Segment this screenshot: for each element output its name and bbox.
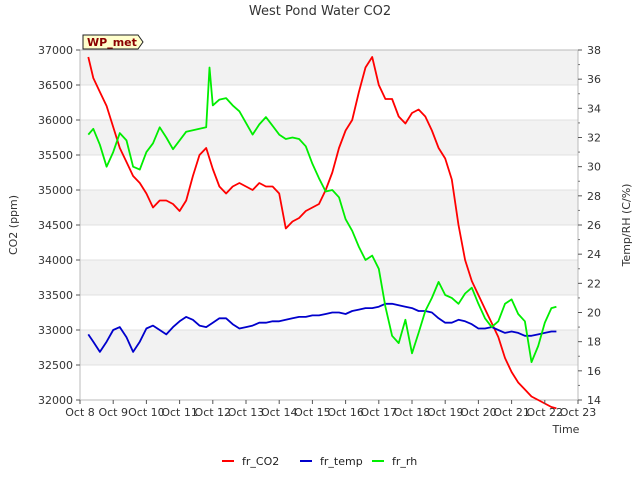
y2-tick-label: 24 bbox=[587, 248, 601, 261]
legend-label-fr_temp: fr_temp bbox=[320, 455, 363, 468]
series-line-fr_CO2 bbox=[87, 56, 557, 410]
y-tick-label: 32500 bbox=[38, 359, 73, 372]
x-tick-label: Oct 11 bbox=[161, 406, 198, 419]
y-tick-label: 33000 bbox=[38, 324, 73, 337]
x-tick-label: Oct 19 bbox=[427, 406, 464, 419]
x-tick-label: Oct 18 bbox=[394, 406, 431, 419]
y2-tick-label: 38 bbox=[587, 44, 601, 57]
y-tick-label: 33500 bbox=[38, 289, 73, 302]
x-tick-label: Oct 13 bbox=[228, 406, 265, 419]
y2-tick-label: 36 bbox=[587, 73, 601, 86]
chart-title: West Pond Water CO2 bbox=[249, 4, 391, 19]
y-axis-left: 32000 32500 33000 33500 34000 34500 35000 35500… bbox=[38, 44, 80, 407]
station-label-box: WP_met bbox=[82, 34, 144, 50]
legend-label-fr_rh: fr_rh bbox=[392, 455, 417, 468]
x-tick-label: Oct 8 bbox=[65, 406, 95, 419]
plot-band bbox=[80, 190, 578, 225]
plot-band bbox=[80, 50, 578, 85]
y-tick-label: 36000 bbox=[38, 114, 73, 127]
x-tick-label: Oct 14 bbox=[261, 406, 298, 419]
series-line-fr_temp bbox=[87, 302, 557, 353]
x-tick-label: Oct 10 bbox=[128, 406, 165, 419]
x-tick-label: Oct 16 bbox=[327, 406, 364, 419]
series-line-fr_rh bbox=[87, 66, 557, 363]
x-tick-label: Oct 23 bbox=[560, 406, 597, 419]
x-tick-label: Oct 17 bbox=[361, 406, 398, 419]
legend: fr_CO2 fr_temp fr_rh bbox=[222, 455, 417, 468]
y-tick-label: 34000 bbox=[38, 254, 73, 267]
station-label: WP_met bbox=[87, 36, 137, 49]
legend-label-fr_CO2: fr_CO2 bbox=[242, 455, 279, 468]
y2-tick-label: 14 bbox=[587, 394, 601, 407]
x-axis-label: Time bbox=[552, 423, 580, 436]
y2-tick-label: 34 bbox=[587, 102, 601, 115]
y2-axis-label: Temp/RH (C/%) bbox=[620, 184, 633, 268]
y-axis-label: CO2 (ppm) bbox=[7, 195, 20, 255]
plot-band bbox=[80, 330, 578, 365]
y2-tick-label: 32 bbox=[587, 132, 601, 145]
y2-tick-label: 20 bbox=[587, 307, 601, 320]
y-tick-label: 37000 bbox=[38, 44, 73, 57]
y2-tick-label: 30 bbox=[587, 161, 601, 174]
y-tick-label: 35500 bbox=[38, 149, 73, 162]
plot-band bbox=[80, 260, 578, 295]
y2-tick-label: 18 bbox=[587, 336, 601, 349]
plot-band bbox=[80, 120, 578, 155]
y-axis-right: 14 16 18 20 22 24 26 28 30 32 34 36 38 bbox=[578, 44, 601, 407]
y2-tick-label: 28 bbox=[587, 190, 601, 203]
x-tick-label: Oct 21 bbox=[493, 406, 530, 419]
plot-bands bbox=[80, 50, 578, 365]
x-tick-label: Oct 15 bbox=[294, 406, 331, 419]
y2-tick-label: 16 bbox=[587, 365, 601, 378]
y2-tick-label: 22 bbox=[587, 277, 601, 290]
x-tick-label: Oct 22 bbox=[527, 406, 564, 419]
x-tick-label: Oct 12 bbox=[195, 406, 232, 419]
y-tick-label: 35000 bbox=[38, 184, 73, 197]
y2-tick-label: 26 bbox=[587, 219, 601, 232]
x-tick-label: Oct 9 bbox=[98, 406, 128, 419]
y-tick-label: 32000 bbox=[38, 394, 73, 407]
y-tick-label: 34500 bbox=[38, 219, 73, 232]
x-tick-label: Oct 20 bbox=[460, 406, 497, 419]
plot-series bbox=[87, 56, 557, 410]
y-tick-label: 36500 bbox=[38, 79, 73, 92]
